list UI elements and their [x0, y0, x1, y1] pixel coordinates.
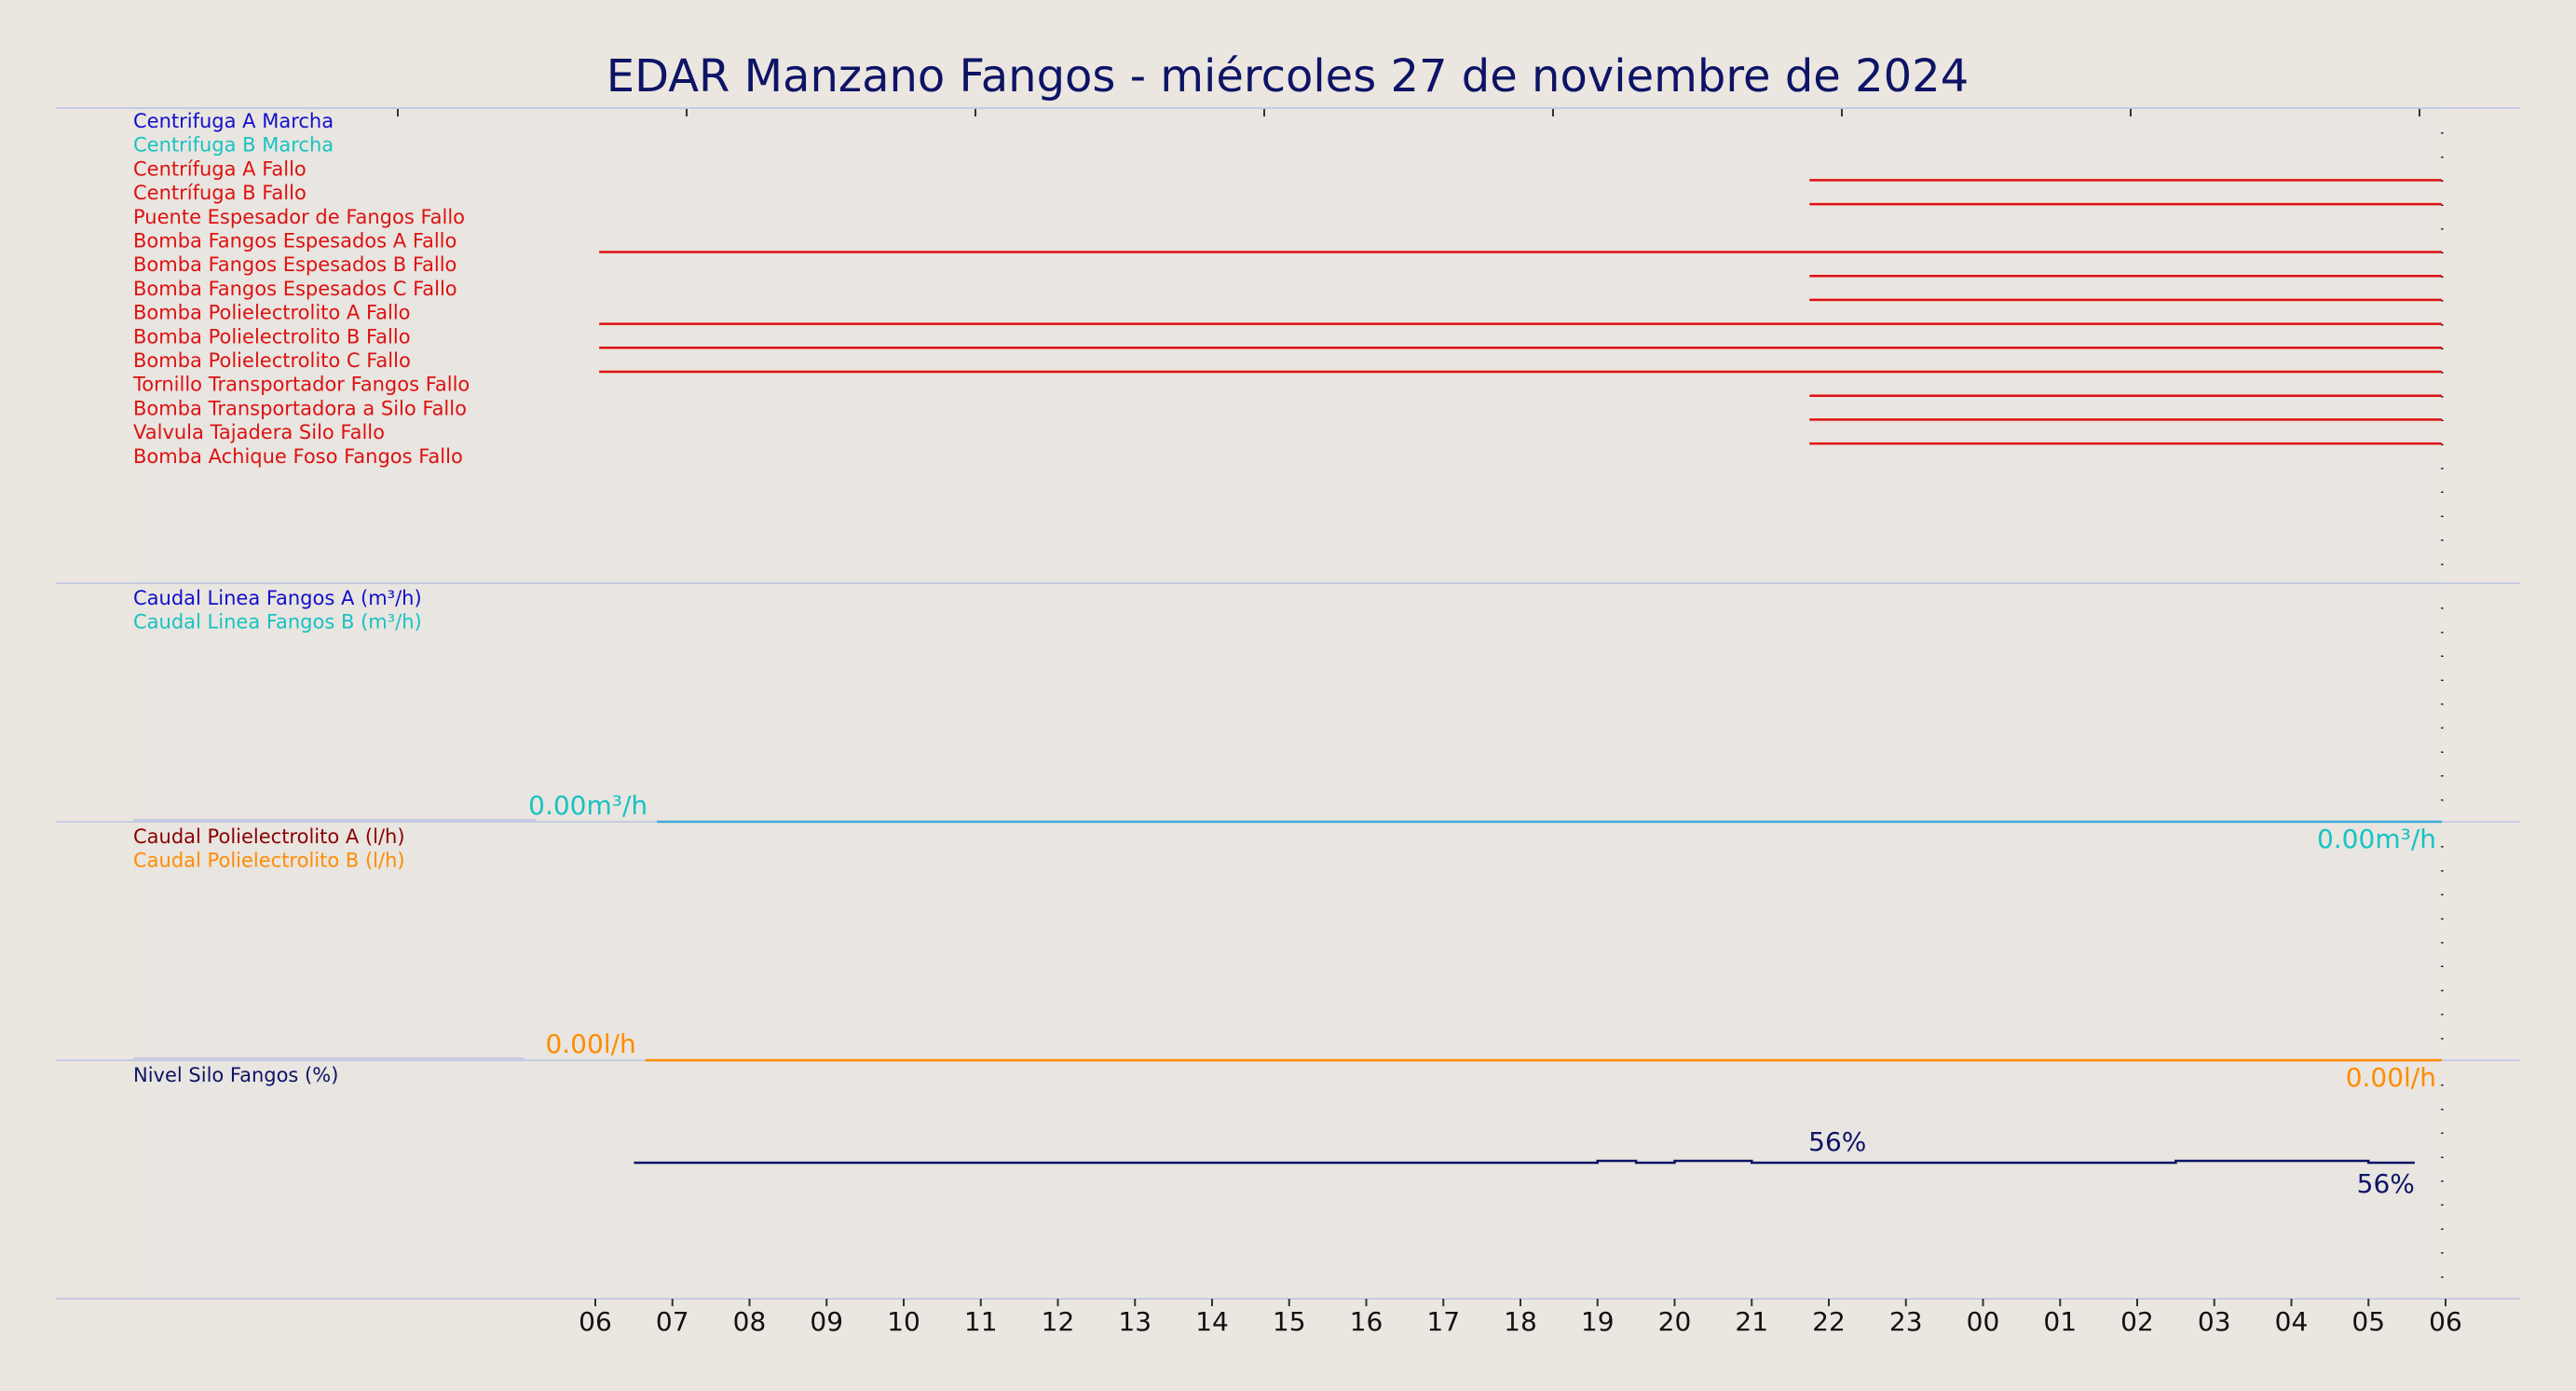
y-tick-mark: - [2438, 1194, 2445, 1214]
y-tick-mark: - [2438, 146, 2445, 166]
series-label: Caudal Polielectrolito B (l/h) [133, 850, 405, 872]
y-tick-mark: - [2438, 717, 2445, 737]
y-tick-mark: - [2438, 884, 2445, 904]
series-label: Caudal Linea Fangos A (m³/h) [133, 587, 422, 609]
y-tick-mark: - [2438, 1171, 2445, 1191]
signal-label: Bomba Polielectrolito B Fallo [133, 325, 411, 348]
y-tick-mark: - [2438, 646, 2445, 665]
x-tick-label: 14 [1195, 1306, 1229, 1337]
y-tick-mark: - [2438, 766, 2445, 785]
y-tick-mark: - [2438, 482, 2445, 501]
y-tick-mark: - [2438, 553, 2445, 573]
y-tick-mark: - [2438, 1243, 2445, 1262]
y-tick-mark: - [2438, 458, 2445, 478]
y-tick-mark: - [2438, 1075, 2445, 1095]
x-tick-label: 10 [887, 1306, 920, 1337]
x-tick-label: 18 [1504, 1306, 1537, 1337]
x-tick-label: 15 [1273, 1306, 1306, 1337]
end-value-label: 56% [2357, 1168, 2415, 1199]
start-value-label: 0.00m³/h [528, 790, 647, 821]
signal-label: Bomba Transportadora a Silo Fallo [133, 397, 467, 419]
x-tick-label: 02 [2120, 1306, 2154, 1337]
x-tick-label: 03 [2198, 1306, 2231, 1337]
series-label: Nivel Silo Fangos (%) [133, 1064, 338, 1086]
y-tick-mark: - [2438, 1219, 2445, 1238]
y-tick-mark: - [2438, 908, 2445, 928]
x-tick-label: 07 [656, 1306, 689, 1337]
y-tick-mark: - [2438, 933, 2445, 952]
y-tick-mark: - [2438, 980, 2445, 1000]
y-tick-mark: - [2438, 742, 2445, 761]
signal-label: Centrifuga A Marcha [133, 110, 334, 132]
y-tick-mark: - [2438, 789, 2445, 809]
signal-label: Tornillo Transportador Fangos Fallo [132, 374, 470, 396]
x-tick-label: 22 [1812, 1306, 1846, 1337]
panel-background [133, 108, 2441, 583]
signal-label: Valvula Tajadera Silo Fallo [133, 421, 385, 443]
series-label: Caudal Polielectrolito A (l/h) [133, 825, 405, 848]
end-value-label: 0.00m³/h [2317, 824, 2436, 854]
signal-label: Centrífuga A Fallo [133, 157, 307, 180]
plot-panels [56, 107, 2520, 1300]
y-tick-mark: - [2438, 670, 2445, 689]
y-tick-mark: - [2438, 956, 2445, 975]
x-tick-label: 20 [1658, 1306, 1692, 1337]
signal-label: Centrífuga B Fallo [133, 182, 307, 204]
y-tick-mark: - [2438, 1123, 2445, 1142]
signal-label: Puente Espesador de Fangos Fallo [133, 206, 465, 228]
series-label: Caudal Linea Fangos B (m³/h) [133, 611, 422, 634]
x-tick-label: 19 [1581, 1306, 1615, 1337]
x-tick-label: 23 [1889, 1306, 1923, 1337]
x-tick-label: 13 [1118, 1306, 1152, 1337]
x-tick-label: 09 [810, 1306, 843, 1337]
y-tick-mark: - [2438, 694, 2445, 714]
y-tick-mark: - [2438, 219, 2445, 239]
signal-label: Bomba Fangos Espesados C Fallo [133, 278, 457, 300]
x-tick-label: 11 [964, 1306, 998, 1337]
series-lines [133, 179, 2442, 1165]
panel-background [133, 1060, 2441, 1299]
y-tick-mark: - [2438, 1028, 2445, 1047]
value-labels: 0.00m³/h 0.00m³/h 0.00l/h 0.00l/h 56% 56% [528, 790, 2436, 1199]
y-tick-mark: - [2438, 123, 2445, 143]
x-tick-label: 21 [1735, 1306, 1768, 1337]
x-tick-label: 06 [579, 1306, 612, 1337]
x-tick-label: 12 [1042, 1306, 1075, 1337]
x-tick-label: 04 [2275, 1306, 2309, 1337]
signal-label: Bomba Polielectrolito C Fallo [133, 349, 411, 372]
signal-label: Bomba Fangos Espesados A Fallo [133, 230, 457, 252]
chart-title: EDAR Manzano Fangos - miércoles 27 de no… [607, 50, 1969, 102]
y-tick-mark: - [2438, 1098, 2445, 1118]
x-tick-label: 00 [1967, 1306, 2000, 1337]
y-tick-mark: - [2438, 837, 2445, 856]
x-axis: 06 07 08 09 10 11 12 13 14 15 16 17 18 19 20 21 22 23 00 01… [397, 109, 2462, 1337]
x-tick-label: 17 [1426, 1306, 1460, 1337]
signal-label: Bomba Fangos Espesados B Fallo [133, 253, 457, 276]
start-value-label: 0.00l/h [545, 1029, 635, 1059]
y-tick-mark: - [2438, 506, 2445, 525]
panel-background [133, 822, 2441, 1060]
y-tick-mark: - [2438, 621, 2445, 641]
x-tick-label: 08 [733, 1306, 767, 1337]
x-tick-label: 16 [1350, 1306, 1383, 1337]
signal-label: Bomba Achique Foso Fangos Fallo [133, 445, 463, 468]
y-tick-mark: - [2438, 530, 2445, 550]
y-tick-mark: - [2438, 1266, 2445, 1286]
signal-label: Bomba Polielectrolito A Fallo [133, 302, 411, 324]
x-tick-label: 01 [2043, 1306, 2077, 1337]
y-tick-mark: - [2438, 598, 2445, 618]
x-tick-label: 05 [2351, 1306, 2385, 1337]
panel-background [133, 583, 2441, 822]
signal-label: Centrifuga B Marcha [133, 134, 334, 157]
series-line [634, 1159, 2415, 1165]
y-tick-mark: - [2438, 860, 2445, 880]
mid-value-label: 56% [1808, 1126, 1866, 1157]
end-value-label: 0.00l/h [2346, 1062, 2436, 1093]
x-tick-label: 06 [2429, 1306, 2462, 1337]
y-tick-mark: - [2438, 1004, 2445, 1024]
y-tick-mark: - [2438, 1147, 2445, 1166]
